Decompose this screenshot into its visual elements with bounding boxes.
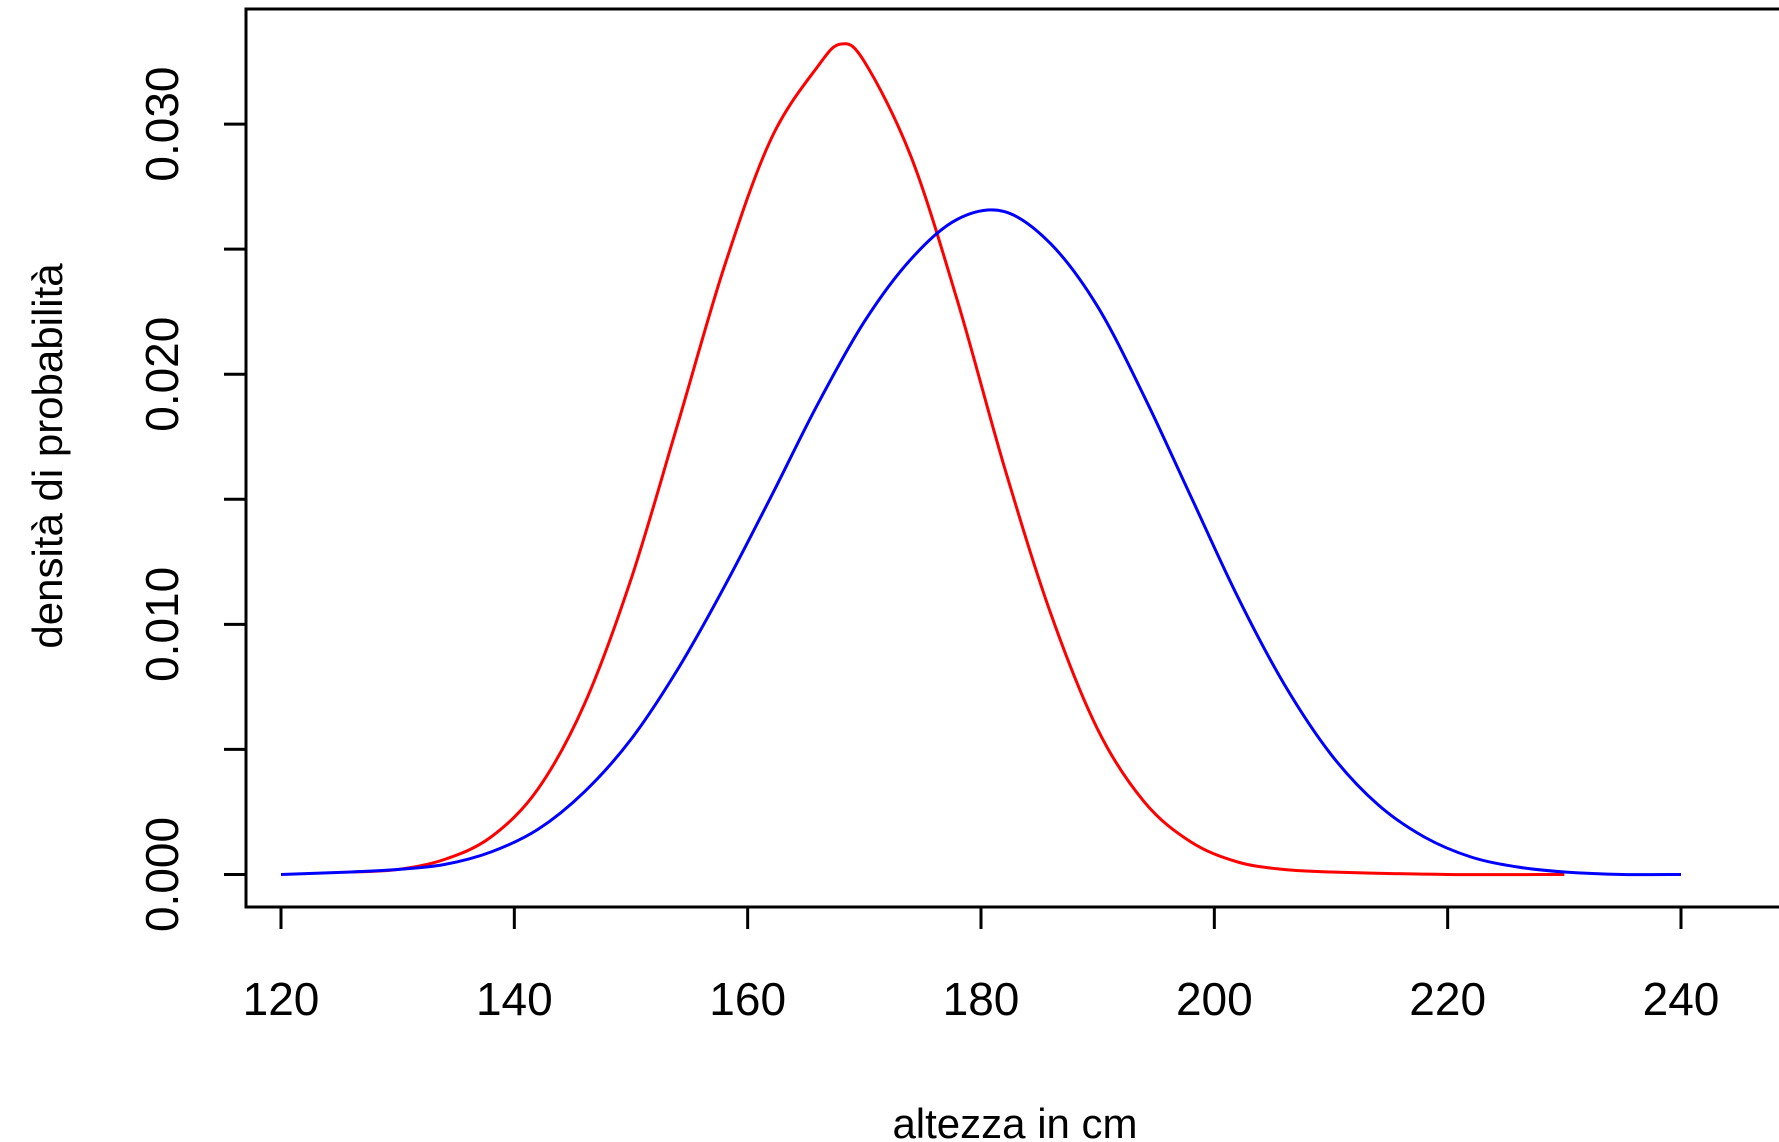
y-tick-label: 0.000 [136,817,188,932]
series-layer [280,42,1682,877]
x-axis-label: altezza in cm [892,1100,1137,1142]
series-line-1 [350,42,1565,877]
x-tick-label: 240 [1643,973,1720,1025]
x-tick-label: 140 [476,973,553,1025]
y-axis: 0.000 0.010 0.020 0.030 [136,67,248,932]
x-tick-label: 220 [1409,973,1486,1025]
x-tick-label: 200 [1176,973,1253,1025]
y-tick-label: 0.020 [136,317,188,432]
x-axis: 120 140 160 180 200 220 240 [243,905,1720,1025]
y-tick-label: 0.030 [136,67,188,182]
x-tick-label: 180 [943,973,1020,1025]
x-tick-label: 120 [243,973,320,1025]
series-line-2 [280,208,1682,877]
y-tick-label: 0.010 [136,567,188,682]
plot-frame [244,7,1779,909]
y-axis-label: densità di probabilità [24,263,71,649]
x-tick-label: 160 [709,973,786,1025]
